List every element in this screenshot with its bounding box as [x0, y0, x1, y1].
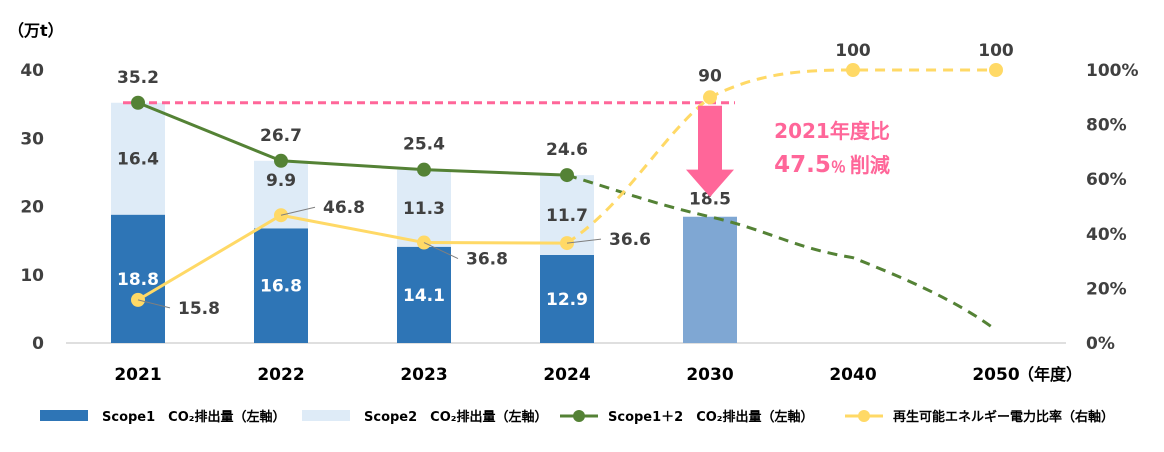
- scope12-value-label: 26.7: [260, 126, 302, 146]
- legend-marker: [573, 410, 585, 422]
- scope12-point: [560, 168, 574, 183]
- legend-label: 再生可能エネルギー電力比率（右軸）: [893, 409, 1114, 425]
- renewable-leader-line: [566, 238, 602, 244]
- scope2-value-label: 11.7: [546, 206, 588, 226]
- category-label: 2023: [400, 365, 447, 385]
- renewable-line: [137, 213, 568, 302]
- annotation-line2: 47.5％ 削減: [774, 152, 890, 178]
- category-label: 2040: [829, 365, 876, 385]
- category-label: 2022: [257, 365, 304, 385]
- scope2-bar: [397, 169, 451, 247]
- right-tick-label: 20%: [1086, 279, 1127, 299]
- renewable-leader-line: [137, 299, 171, 309]
- target-2030-bar: [683, 216, 737, 343]
- scope12-value-label: 25.4: [403, 135, 445, 155]
- scope2-value-label: 11.3: [403, 199, 445, 219]
- category-label: 2030: [686, 365, 733, 385]
- renewable-point: [846, 63, 860, 77]
- scope1-bar: [254, 228, 308, 343]
- right-tick-label: 0%: [1086, 334, 1115, 354]
- scope12-value-label: 24.6: [546, 140, 588, 160]
- left-tick-label: 40: [20, 61, 44, 81]
- renewable-value-label: 15.8: [178, 299, 220, 319]
- renewable-point: [703, 90, 717, 105]
- scope12-projection-line: [566, 173, 997, 332]
- legend-swatch: [40, 410, 88, 421]
- legend-marker: [858, 410, 870, 422]
- right-tick-label: 40%: [1086, 225, 1127, 245]
- renewable-leader-line: [280, 206, 316, 216]
- left-tick-label: 30: [20, 129, 44, 149]
- legend-label: Scope1＋2 CO₂排出量（左軸）: [608, 409, 814, 425]
- right-tick-label: 80%: [1086, 116, 1127, 136]
- x-axis-suffix: （年度）: [1018, 365, 1082, 384]
- renewable-value-label: 100: [978, 41, 1014, 61]
- scope12-line: [137, 101, 568, 177]
- renewable-value-label: 36.8: [466, 250, 508, 270]
- renewable-leader-line: [423, 242, 459, 259]
- renewable-value-label: 46.8: [323, 198, 365, 218]
- annotation-unit: ％: [831, 158, 846, 176]
- scope1-bar: [397, 246, 451, 343]
- right-tick-label: 100%: [1086, 61, 1139, 81]
- annotation-value: 47.5: [774, 152, 831, 178]
- left-tick-label: 0: [32, 334, 44, 354]
- scope1-bar: [111, 214, 165, 343]
- category-label: 2024: [543, 365, 590, 385]
- legend-label: Scope2 CO₂排出量（左軸）: [364, 409, 547, 425]
- target-value-label: 18.5: [689, 190, 731, 210]
- right-tick-label: 60%: [1086, 170, 1127, 190]
- annotation-line1: 2021年度比: [774, 119, 890, 143]
- legend-label: Scope1 CO₂排出量（左軸）: [102, 409, 285, 425]
- scope1-value-label: 12.9: [546, 290, 588, 310]
- scope2-bar: [111, 102, 165, 215]
- left-axis-unit: （万t）: [8, 21, 64, 40]
- reduction-arrow: [686, 105, 734, 197]
- renewable-value-label: 90: [698, 66, 722, 86]
- scope12-value-label: 35.2: [117, 68, 159, 88]
- renewable-value-label: 100: [835, 41, 871, 61]
- scope1-value-label: 14.1: [403, 286, 445, 306]
- scope2-value-label: 9.9: [266, 171, 296, 191]
- legend-swatch: [302, 410, 350, 421]
- scope12-point: [417, 162, 431, 177]
- left-tick-label: 20: [20, 198, 44, 218]
- left-tick-label: 10: [20, 266, 44, 286]
- scope12-point: [131, 95, 145, 110]
- category-label: 2021: [114, 365, 161, 385]
- scope1-value-label: 18.8: [117, 270, 159, 290]
- renewable-value-label: 36.6: [609, 230, 651, 250]
- renewable-point: [989, 63, 1003, 77]
- category-label: 2050: [972, 365, 1019, 385]
- scope12-point: [274, 153, 288, 168]
- scope2-value-label: 16.4: [117, 150, 159, 170]
- scope1-value-label: 16.8: [260, 277, 302, 297]
- annotation-text: 削減: [850, 153, 890, 177]
- scope1-bar: [540, 254, 594, 343]
